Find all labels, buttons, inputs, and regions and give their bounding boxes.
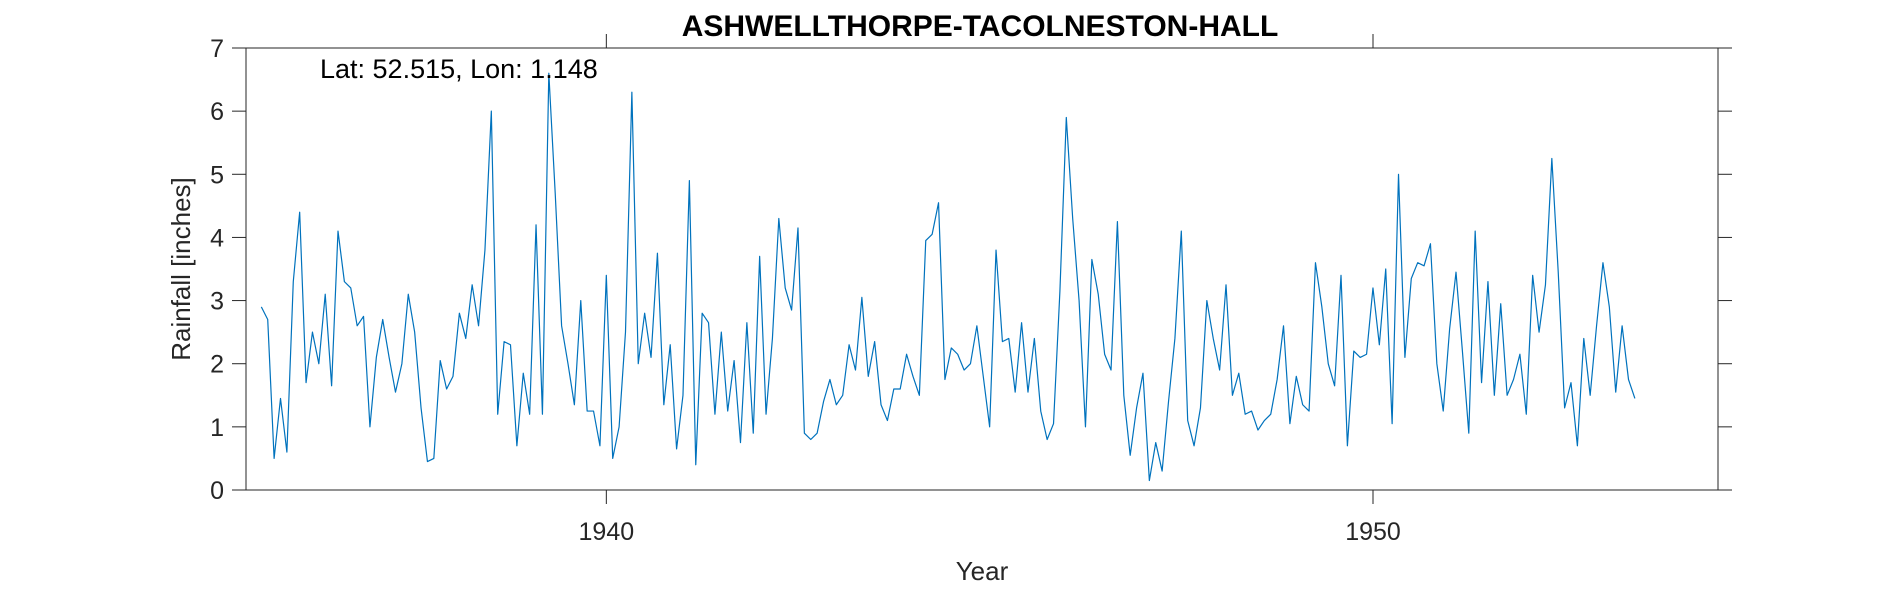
plot-area-frame bbox=[245, 47, 1719, 491]
y-tick-label: 6 bbox=[210, 98, 224, 126]
x-tick-label: 1950 bbox=[1345, 518, 1401, 546]
rainfall-series-line bbox=[260, 72, 1636, 482]
x-tick-label: 1940 bbox=[579, 518, 635, 546]
location-annotation: Lat: 52.515, Lon: 1.148 bbox=[320, 54, 598, 84]
y-tick-label: 5 bbox=[210, 161, 224, 189]
y-axis-label: Rainfall [inches] bbox=[166, 177, 196, 361]
y-tick-label: 1 bbox=[210, 414, 224, 442]
y-tick-label: 0 bbox=[210, 477, 224, 505]
axis-tick-labels: 0 1 2 3 4 5 6 7 1940 1950 bbox=[210, 35, 1401, 546]
y-tick-label: 2 bbox=[210, 351, 224, 379]
chart-title: ASHWELLTHORPE-TACOLNESTON-HALL bbox=[682, 10, 1279, 43]
y-tick-label: 3 bbox=[210, 288, 224, 316]
x-axis-label: Year bbox=[956, 556, 1009, 586]
axis-ticks bbox=[232, 34, 1732, 504]
series-layer bbox=[260, 72, 1636, 482]
y-tick-label: 4 bbox=[210, 224, 224, 252]
y-tick-label: 7 bbox=[210, 35, 224, 63]
